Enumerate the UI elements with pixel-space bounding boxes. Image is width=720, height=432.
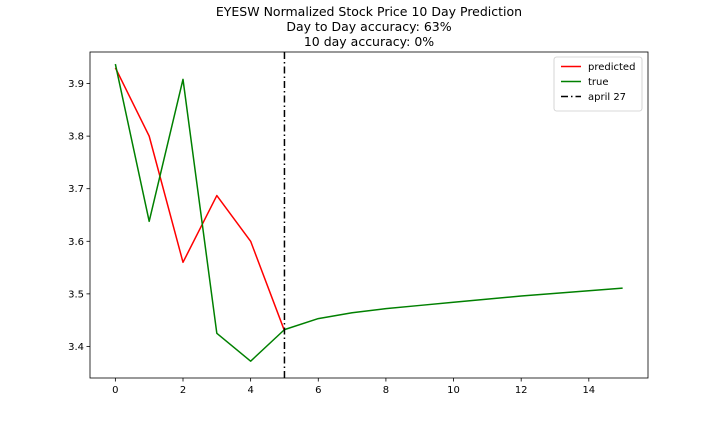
axes-frame	[89, 51, 649, 379]
x-tick-label: 12	[515, 385, 528, 396]
legend: predicted true april 27	[553, 56, 643, 112]
x-tick-label: 10	[447, 385, 460, 396]
y-tick-label: 3.8	[68, 132, 84, 143]
x-tick-label: 2	[180, 385, 186, 396]
y-tick-label: 3.5	[68, 289, 84, 300]
chart-title-line-3: 10 day accuracy: 0%	[304, 34, 434, 49]
chart-title-line-1: EYESW Normalized Stock Price 10 Day Pred…	[216, 4, 522, 19]
series-line-predicted	[114, 67, 286, 331]
series-line-true	[114, 63, 623, 362]
plot-area	[114, 52, 623, 378]
legend-label-true: true	[588, 77, 609, 88]
x-tick-label: 6	[315, 385, 321, 396]
x-tick-label: 0	[112, 385, 118, 396]
y-tick-label: 3.9	[68, 79, 84, 90]
legend-box	[553, 56, 643, 112]
x-tick-label: 14	[582, 385, 595, 396]
chart-title-line-2: Day to Day accuracy: 63%	[286, 19, 451, 34]
legend-label-predicted: predicted	[588, 62, 635, 73]
y-tick-label: 3.4	[68, 342, 84, 353]
y-tick-label: 3.7	[68, 184, 84, 195]
legend-label-april-27: april 27	[588, 92, 626, 103]
chart-title: EYESW Normalized Stock Price 10 Day Pred…	[216, 4, 522, 49]
x-tick-label: 8	[383, 385, 389, 396]
axes: 0 2 4 6 8 10 12 14 3.4 3.5 3.6 3.7 3.8 3.9	[68, 51, 649, 396]
y-tick-label: 3.6	[68, 237, 84, 248]
x-tick-label: 4	[247, 385, 253, 396]
